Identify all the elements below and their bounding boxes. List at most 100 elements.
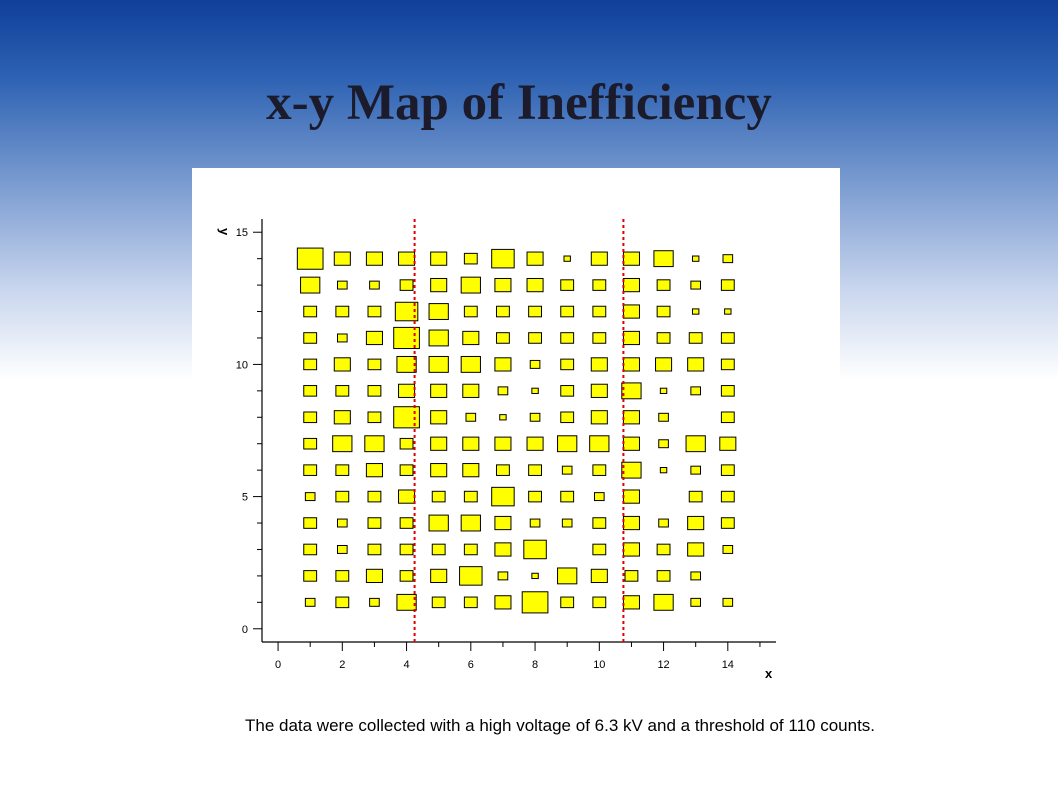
data-box bbox=[463, 305, 478, 318]
data-box bbox=[593, 492, 605, 502]
data-box bbox=[428, 303, 449, 320]
data-box bbox=[656, 332, 671, 344]
data-box bbox=[560, 596, 575, 609]
data-box bbox=[496, 332, 510, 344]
x-tick-label: 8 bbox=[532, 659, 538, 671]
data-box bbox=[521, 591, 549, 614]
data-box bbox=[560, 305, 575, 318]
data-box bbox=[656, 543, 671, 556]
data-box bbox=[720, 332, 735, 344]
data-box bbox=[523, 539, 547, 560]
data-box bbox=[720, 411, 735, 424]
data-box bbox=[367, 305, 382, 318]
data-box bbox=[431, 490, 446, 503]
data-box bbox=[333, 251, 351, 266]
data-box bbox=[622, 489, 640, 504]
data-box bbox=[462, 436, 480, 451]
data-box bbox=[589, 435, 610, 453]
data-box bbox=[365, 330, 383, 346]
data-box bbox=[303, 517, 318, 529]
data-box bbox=[560, 358, 575, 371]
data-box bbox=[560, 490, 575, 503]
data-box bbox=[399, 464, 414, 476]
plot-panel: 0 2 4 6 8 10 12 14 0 5 10 15 x y bbox=[192, 168, 840, 698]
data-box bbox=[659, 467, 668, 474]
data-box bbox=[528, 464, 542, 476]
data-box bbox=[304, 597, 316, 607]
data-box bbox=[526, 436, 544, 451]
data-box bbox=[690, 280, 702, 290]
data-box bbox=[367, 490, 382, 503]
data-box bbox=[335, 570, 350, 582]
data-box bbox=[561, 518, 573, 528]
data-box bbox=[428, 514, 449, 532]
data-box bbox=[720, 517, 735, 529]
data-box bbox=[460, 514, 481, 532]
data-box bbox=[592, 543, 607, 556]
data-box bbox=[528, 332, 542, 344]
data-box bbox=[367, 358, 382, 371]
data-box bbox=[365, 463, 383, 478]
data-box bbox=[624, 570, 639, 582]
y-tick-label: 0 bbox=[242, 624, 248, 636]
data-box bbox=[590, 568, 608, 584]
y-tick-label: 10 bbox=[236, 359, 248, 371]
data-box bbox=[561, 465, 573, 475]
x-tick-label: 6 bbox=[468, 659, 474, 671]
data-box bbox=[656, 279, 671, 291]
data-box bbox=[303, 385, 318, 397]
data-box bbox=[460, 276, 481, 294]
data-box bbox=[304, 492, 316, 502]
data-box bbox=[335, 490, 350, 503]
data-box bbox=[398, 489, 416, 504]
data-box bbox=[367, 517, 382, 529]
data-box bbox=[399, 437, 414, 450]
data-box bbox=[367, 411, 382, 424]
data-box bbox=[690, 386, 702, 396]
data-box bbox=[303, 570, 318, 582]
data-box bbox=[463, 252, 478, 265]
data-box bbox=[396, 593, 417, 611]
data-box bbox=[528, 305, 542, 318]
data-box bbox=[465, 412, 477, 422]
data-box bbox=[303, 332, 318, 344]
data-box bbox=[494, 595, 512, 610]
data-box bbox=[365, 568, 383, 584]
data-box bbox=[724, 308, 732, 315]
data-box bbox=[462, 383, 480, 398]
data-box bbox=[529, 518, 541, 528]
data-box bbox=[431, 543, 446, 556]
data-box bbox=[369, 280, 380, 290]
data-box bbox=[621, 461, 642, 479]
axis-ticks: 0 2 4 6 8 10 12 14 0 5 10 15 bbox=[236, 227, 761, 671]
data-box bbox=[335, 385, 350, 397]
data-box bbox=[722, 545, 734, 554]
data-box bbox=[499, 414, 507, 421]
data-box bbox=[531, 387, 539, 394]
data-box bbox=[496, 464, 510, 476]
data-box bbox=[399, 543, 414, 556]
data-box bbox=[720, 490, 735, 503]
data-box bbox=[364, 435, 385, 453]
x-axis-title: x bbox=[765, 666, 773, 681]
data-box bbox=[622, 277, 640, 293]
data-box bbox=[687, 515, 705, 531]
data-box bbox=[369, 597, 380, 607]
data-box bbox=[560, 385, 575, 397]
data-box bbox=[590, 357, 608, 372]
slide-title: x-y Map of Inefficiency bbox=[266, 75, 772, 131]
data-box bbox=[526, 277, 544, 293]
data-box bbox=[563, 255, 571, 262]
data-box bbox=[430, 568, 448, 584]
data-box bbox=[685, 435, 706, 453]
x-tick-label: 0 bbox=[275, 659, 281, 671]
data-box bbox=[494, 542, 512, 557]
data-box bbox=[560, 411, 575, 424]
data-box bbox=[656, 570, 671, 582]
data-box bbox=[529, 412, 541, 422]
data-box bbox=[496, 305, 510, 318]
data-box bbox=[622, 410, 640, 425]
data-box bbox=[367, 385, 382, 397]
data-box bbox=[592, 279, 607, 291]
data-box bbox=[463, 596, 478, 609]
